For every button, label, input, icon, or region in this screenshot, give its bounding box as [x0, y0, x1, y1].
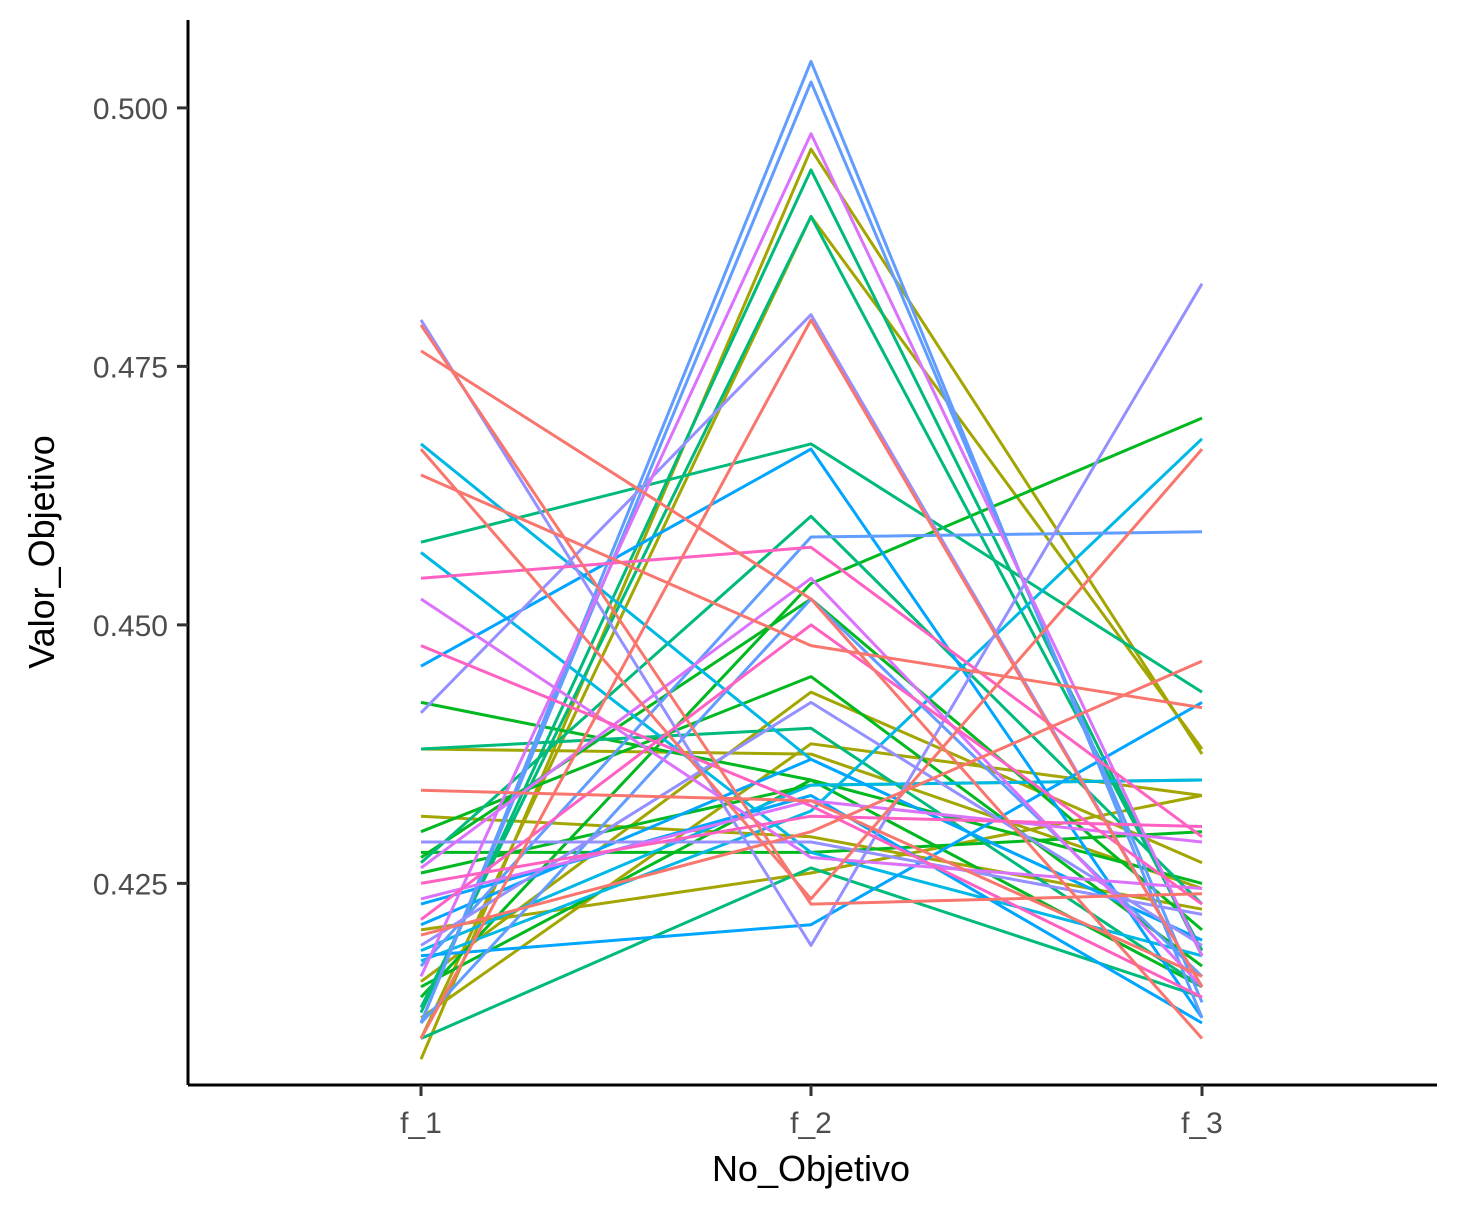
series-line — [420, 442, 1203, 694]
series-line — [420, 473, 1203, 710]
series-line — [420, 757, 1203, 942]
series-line — [420, 866, 1203, 1040]
series-line — [419, 80, 1204, 1024]
x-tick-label: f_2 — [790, 1107, 832, 1140]
series-line — [420, 690, 1203, 983]
series-layer — [419, 59, 1204, 1060]
x-axis-title: No_Objetivo — [712, 1148, 910, 1189]
series-line — [420, 778, 1203, 952]
y-tick-label: 0.425 — [93, 868, 168, 901]
x-ticks: f_1 f_2 f_3 — [400, 1085, 1223, 1140]
series-line — [420, 742, 1203, 1020]
series-line — [420, 545, 1203, 839]
series-line — [420, 597, 1203, 890]
series-line — [420, 644, 1203, 999]
x-tick-label: f_3 — [1181, 1107, 1223, 1140]
series-line — [419, 132, 1204, 978]
series-line — [420, 700, 1203, 947]
series-line — [419, 318, 1204, 1040]
series-line — [420, 576, 1204, 988]
y-axis-title: Valor_Objetivo — [21, 435, 62, 668]
series-line — [420, 437, 1204, 963]
y-ticks: 0.425 0.450 0.475 0.500 — [93, 93, 188, 901]
x-tick-label: f_1 — [400, 1107, 442, 1140]
series-line — [420, 675, 1203, 968]
y-tick-label: 0.475 — [93, 351, 168, 384]
series-line — [420, 747, 1203, 890]
series-line — [420, 349, 1204, 1040]
series-line — [419, 416, 1203, 999]
series-line — [419, 215, 1204, 1009]
series-line — [419, 282, 1204, 947]
series-line — [420, 814, 1203, 885]
series-line — [419, 448, 1204, 901]
series-line — [420, 726, 1203, 989]
series-line — [420, 623, 1203, 921]
y-tick-label: 0.500 — [93, 93, 168, 126]
series-line — [419, 324, 1203, 906]
series-line — [420, 794, 1203, 1025]
series-line — [420, 659, 1203, 937]
y-tick-label: 0.450 — [93, 610, 168, 643]
series-line — [419, 147, 1204, 1060]
series-line — [420, 701, 1203, 958]
series-line — [420, 551, 1203, 958]
series-line — [420, 788, 1203, 978]
